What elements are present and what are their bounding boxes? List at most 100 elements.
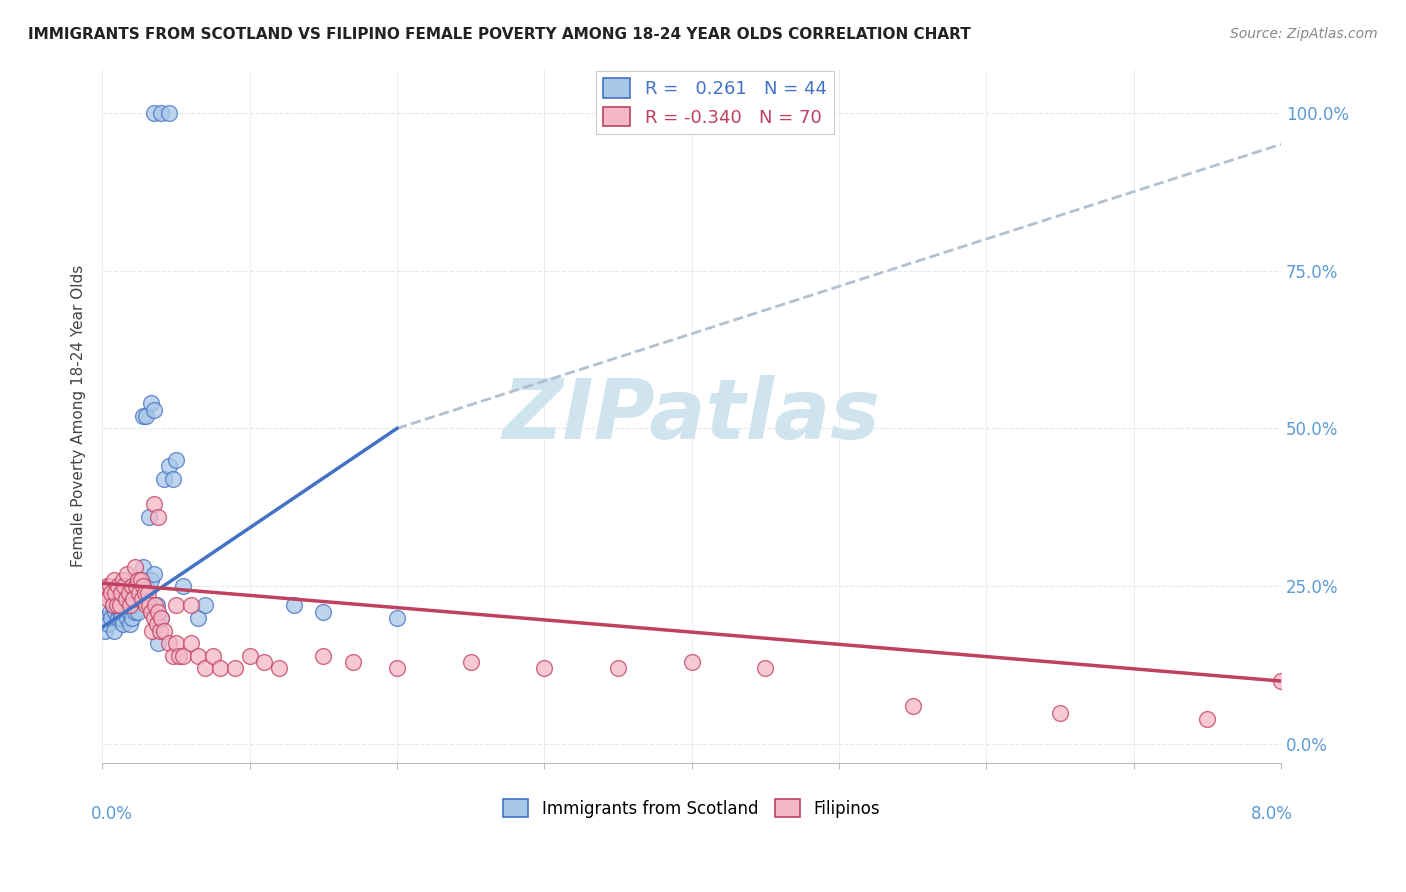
Point [135, 409, 157, 423]
Point [157, 636, 180, 650]
Point [145, 617, 167, 632]
Point [165, 599, 187, 613]
Point [111, 573, 134, 587]
Point [142, 497, 165, 511]
Point [209, 661, 232, 675]
Point [153, 624, 176, 638]
Point [108, 605, 131, 619]
Point [124, 605, 146, 619]
Point [125, 579, 148, 593]
Point [150, 611, 173, 625]
Point [127, 573, 149, 587]
Point [139, 573, 162, 587]
Point [104, 585, 127, 599]
Point [165, 636, 187, 650]
Point [124, 585, 146, 599]
Point [142, 566, 165, 581]
Point [139, 396, 162, 410]
Point [103, 573, 125, 587]
Point [120, 617, 142, 632]
Point [150, 611, 173, 625]
Point [132, 560, 155, 574]
Point [117, 566, 139, 581]
Point [143, 599, 166, 613]
Text: Source: ZipAtlas.com: Source: ZipAtlas.com [1230, 27, 1378, 41]
Point [117, 611, 139, 625]
Point [132, 409, 155, 423]
Point [135, 579, 157, 593]
Point [385, 611, 408, 625]
Point [754, 661, 776, 675]
Point [121, 579, 143, 593]
Point [187, 611, 209, 625]
Point [533, 661, 555, 675]
Point [1197, 712, 1219, 726]
Point [103, 624, 125, 638]
Point [134, 585, 156, 599]
Point [148, 636, 170, 650]
Point [118, 605, 141, 619]
Point [100, 611, 122, 625]
Y-axis label: Female Poverty Among 18-24 Year Olds: Female Poverty Among 18-24 Year Olds [72, 265, 86, 567]
Point [342, 655, 364, 669]
Point [138, 509, 160, 524]
Point [111, 617, 134, 632]
Point [105, 599, 128, 613]
Point [94, 624, 117, 638]
Point [98, 605, 121, 619]
Point [267, 661, 290, 675]
Point [187, 648, 209, 663]
Point [107, 611, 129, 625]
Point [139, 605, 162, 619]
Point [165, 453, 187, 467]
Point [1049, 706, 1071, 720]
Point [128, 585, 150, 599]
Point [172, 648, 194, 663]
Point [104, 605, 127, 619]
Point [157, 459, 180, 474]
Point [149, 624, 172, 638]
Point [110, 585, 132, 599]
Point [97, 591, 120, 606]
Point [142, 402, 165, 417]
Legend: Immigrants from Scotland, Filipinos: Immigrants from Scotland, Filipinos [496, 792, 886, 824]
Point [131, 591, 153, 606]
Point [121, 611, 143, 625]
Point [194, 661, 217, 675]
Point [142, 105, 165, 120]
Point [110, 611, 132, 625]
Point [120, 599, 142, 613]
Point [118, 585, 141, 599]
Point [162, 472, 184, 486]
Point [96, 579, 118, 593]
Text: 8.0%: 8.0% [1251, 805, 1292, 822]
Point [107, 579, 129, 593]
Point [138, 599, 160, 613]
Text: ZIPatlas: ZIPatlas [503, 376, 880, 457]
Point [162, 648, 184, 663]
Point [101, 599, 124, 613]
Point [153, 472, 176, 486]
Point [142, 611, 165, 625]
Point [127, 605, 149, 619]
Text: 0.0%: 0.0% [90, 805, 132, 822]
Point [100, 585, 122, 599]
Point [312, 605, 335, 619]
Point [283, 599, 305, 613]
Point [128, 585, 150, 599]
Point [180, 636, 202, 650]
Point [167, 648, 190, 663]
Point [114, 599, 136, 613]
Point [1270, 673, 1292, 688]
Point [122, 591, 145, 606]
Point [238, 648, 260, 663]
Point [112, 579, 135, 593]
Point [98, 579, 121, 593]
Point [312, 648, 335, 663]
Text: IMMIGRANTS FROM SCOTLAND VS FILIPINO FEMALE POVERTY AMONG 18-24 YEAR OLDS CORREL: IMMIGRANTS FROM SCOTLAND VS FILIPINO FEM… [28, 27, 972, 42]
Point [132, 579, 155, 593]
Point [97, 617, 120, 632]
Point [224, 661, 246, 675]
Point [108, 599, 131, 613]
Point [194, 599, 217, 613]
